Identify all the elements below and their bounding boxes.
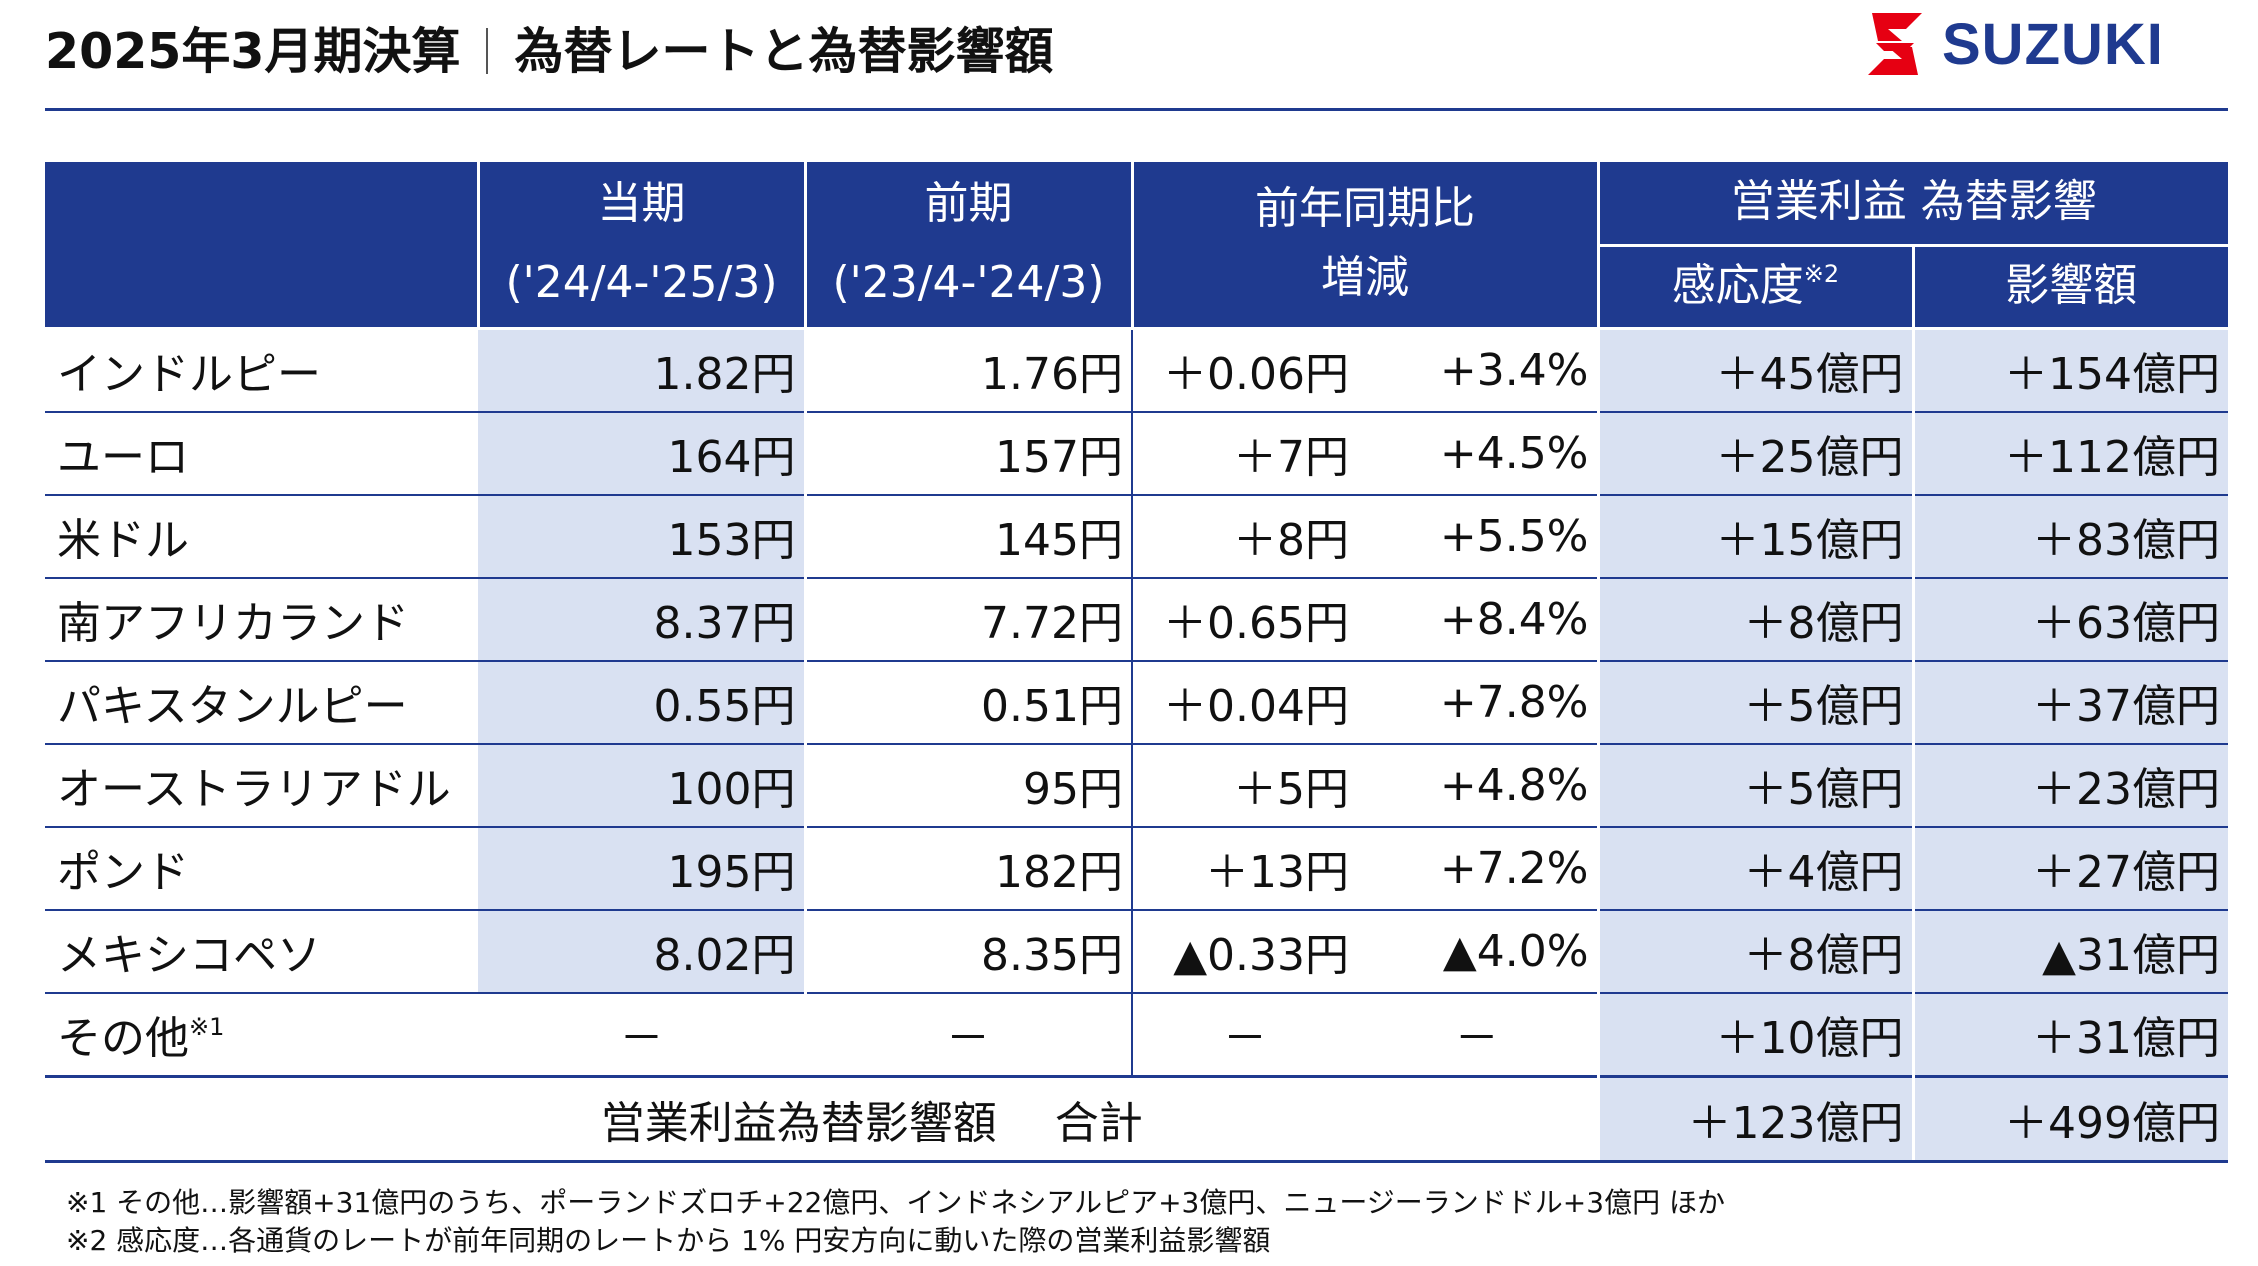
prior-rate: 157円 [803, 411, 1132, 496]
rate-change: ＋0.06円 [1131, 328, 1357, 413]
rate-change-pct: +4.8% [1357, 743, 1598, 828]
currency-name: メキシコペソ [45, 909, 478, 994]
rate-change: ＋0.65円 [1131, 577, 1357, 662]
prior-rate: 7.72円 [803, 577, 1132, 662]
header-yoy: 前年同期比 増減 [1130, 162, 1598, 330]
rate-change: ＋13円 [1131, 826, 1357, 911]
table-row-other: その他※1 －－－－＋10億円 ＋31億円 [45, 992, 2228, 1077]
current-rate: 195円 [478, 826, 805, 911]
rate-change: ＋0.04円 [1131, 660, 1357, 745]
header-rule [45, 108, 2228, 111]
header-impact-group: 営業利益 為替影響 [1596, 162, 2228, 247]
prior-rate: 145円 [803, 494, 1132, 579]
prior-rate: 95円 [803, 743, 1132, 828]
currency-name: 米ドル [45, 494, 478, 579]
impact-value: ▲31億円 [1911, 909, 2228, 994]
table-row: ポンド 195円 182円 ＋13円 +7.2% ＋4億円 ＋27億円 [45, 826, 2228, 911]
suzuki-s-emblem-icon [1868, 13, 1922, 75]
rate-change-pct: +8.4% [1357, 577, 1598, 662]
impact-value: ＋83億円 [1911, 494, 2228, 579]
prior-rate: 0.51円 [803, 660, 1132, 745]
footnote-2: ※2 感応度…各通貨のレートが前年同期のレートから 1% 円安方向に動いた際の営… [66, 1224, 1271, 1257]
currency-name: 南アフリカランド [45, 577, 478, 662]
rate-change: ＋8円 [1131, 494, 1357, 579]
rate-change-pct: +7.2% [1357, 826, 1598, 911]
impact-value: ＋154億円 [1911, 328, 2228, 413]
page-title: 2025年3月期決算 為替レートと為替影響額 [45, 12, 1054, 83]
header-current-period: 当期 ('24/4-'25/3) [476, 162, 805, 330]
current-rate: 164円 [478, 411, 805, 496]
current-rate: 100円 [478, 743, 805, 828]
sensitivity-value: ＋5億円 [1596, 660, 1913, 745]
prior-rate: 8.35円 [803, 909, 1132, 994]
current-rate: 8.37円 [478, 577, 805, 662]
exchange-rate-table: 当期 ('24/4-'25/3) 前期 ('23/4-'24/3) 前年同期比 増減 … [45, 162, 2228, 1163]
header-sensitivity: 感応度※2 [1596, 245, 1913, 330]
title-main: 2025年3月期決算 [45, 23, 461, 80]
prior-rate: － [805, 992, 1132, 1077]
table-row: 南アフリカランド 8.37円 7.72円 ＋0.65円 +8.4% ＋8億円 ＋63億円 [45, 577, 2228, 662]
currency-name: その他※1 [45, 992, 478, 1077]
table-row: メキシコペソ 8.02円 8.35円 ▲0.33円 ▲4.0% ＋8億円 ▲31億円 [45, 909, 2228, 994]
impact-value: ＋63億円 [1911, 577, 2228, 662]
rate-change: ＋7円 [1131, 411, 1357, 496]
header-currency [45, 162, 478, 330]
header-impact-amount: 影響額 [1911, 245, 2228, 330]
rate-change-pct: ▲4.0% [1357, 909, 1598, 994]
impact-value: ＋37億円 [1911, 660, 2228, 745]
table-row: ユーロ 164円 157円 ＋7円 +4.5% ＋25億円 ＋112億円 [45, 411, 2228, 496]
prior-rate: 1.76円 [803, 328, 1132, 413]
table-row: オーストラリアドル 100円 95円 ＋5円 +4.8% ＋5億円 ＋23億円 [45, 743, 2228, 828]
currency-name: ユーロ [45, 411, 478, 496]
total-label: 営業利益為替影響額 合計 [45, 1074, 1598, 1163]
sensitivity-value: ＋45億円 [1596, 328, 1913, 413]
title-separator [486, 28, 489, 74]
table-row-total: 営業利益為替影響額 合計 ＋123億円 ＋499億円 [45, 1074, 2228, 1163]
sensitivity-value: ＋8億円 [1596, 577, 1913, 662]
rate-change-pct: +4.5% [1357, 411, 1598, 496]
footnotes: ※1 その他…影響額+31億円のうち、ポーランドズロチ+22億円、インドネシアル… [66, 1184, 1725, 1260]
rate-change-pct: +7.8% [1357, 660, 1598, 745]
rate-change-pct: － [1357, 992, 1598, 1077]
impact-value: ＋23億円 [1911, 743, 2228, 828]
rate-change-pct: +3.4% [1357, 328, 1598, 413]
currency-name: パキスタンルピー [45, 660, 478, 745]
table-row: 米ドル 153円 145円 ＋8円 +5.5% ＋15億円 ＋83億円 [45, 494, 2228, 579]
total-sensitivity: ＋123億円 [1596, 1074, 1913, 1163]
currency-name: オーストラリアドル [45, 743, 478, 828]
current-rate: 0.55円 [478, 660, 805, 745]
table-row: インドルピー 1.82円 1.76円 ＋0.06円 +3.4% ＋45億円 ＋154億円 [45, 328, 2228, 413]
title-sub: 為替レートと為替影響額 [514, 23, 1054, 80]
suzuki-logo: SUZUKI [1862, 10, 2164, 78]
currency-name: ポンド [45, 826, 478, 911]
impact-value: ＋31億円 [1911, 992, 2228, 1077]
footnote-1: ※1 その他…影響額+31億円のうち、ポーランドズロチ+22億円、インドネシアル… [66, 1186, 1725, 1219]
rate-change-pct: +5.5% [1357, 494, 1598, 579]
table-row: パキスタンルピー 0.55円 0.51円 ＋0.04円 +7.8% ＋5億円 ＋37億円 [45, 660, 2228, 745]
sensitivity-value: ＋10億円 [1596, 992, 1913, 1077]
sensitivity-value: ＋8億円 [1596, 909, 1913, 994]
header-prior-period: 前期 ('23/4-'24/3) [803, 162, 1132, 330]
currency-name: インドルピー [45, 328, 478, 413]
current-rate: 8.02円 [478, 909, 805, 994]
sensitivity-value: ＋25億円 [1596, 411, 1913, 496]
sensitivity-value: ＋5億円 [1596, 743, 1913, 828]
current-rate: 153円 [478, 494, 805, 579]
sensitivity-value: ＋4億円 [1596, 826, 1913, 911]
rate-change: ＋5円 [1131, 743, 1357, 828]
total-impact: ＋499億円 [1911, 1074, 2228, 1163]
impact-value: ＋27億円 [1911, 826, 2228, 911]
impact-value: ＋112億円 [1911, 411, 2228, 496]
current-rate: － [478, 992, 805, 1077]
brand-wordmark: SUZUKI [1942, 11, 2164, 77]
current-rate: 1.82円 [478, 328, 805, 413]
sensitivity-value: ＋15億円 [1596, 494, 1913, 579]
rate-change: ▲0.33円 [1131, 909, 1357, 994]
rate-change: － [1131, 992, 1357, 1077]
prior-rate: 182円 [803, 826, 1132, 911]
